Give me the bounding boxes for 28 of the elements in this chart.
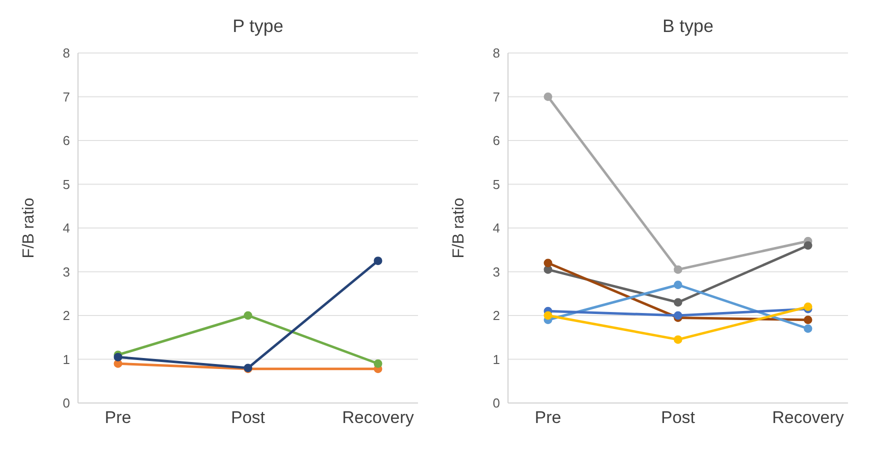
y-tick-label: 0 — [492, 396, 500, 411]
x-tick-label: Recovery — [342, 408, 414, 428]
y-tick-label: 4 — [492, 220, 500, 236]
y-tick-label: 6 — [62, 133, 70, 148]
y-tick-label: 8 — [62, 46, 70, 61]
x-tick-label: Post — [230, 408, 266, 428]
y-tick-label: 7 — [62, 89, 70, 104]
y-tick-label: 5 — [492, 176, 500, 192]
y-tick-label: 3 — [62, 264, 70, 280]
chart-title: B type — [661, 16, 715, 37]
y-axis-title: F/B ratio — [450, 198, 468, 258]
y-tick-label: 1 — [492, 352, 500, 367]
y-tick-label: 2 — [492, 308, 500, 324]
x-tick-label: Pre — [104, 408, 132, 428]
chart-title: P type — [232, 16, 284, 37]
y-tick-label: 5 — [62, 176, 70, 192]
y-tick-label: 3 — [492, 264, 500, 280]
y-tick-label: 2 — [62, 308, 70, 324]
x-tick-label: Recovery — [772, 408, 844, 428]
y-axis-title: F/B ratio — [20, 198, 38, 258]
y-tick-label: 1 — [62, 352, 70, 367]
y-tick-label: 0 — [62, 396, 70, 411]
x-tick-label: Post — [660, 408, 696, 428]
x-tick-label: Pre — [534, 408, 562, 428]
y-tick-label: 6 — [492, 133, 500, 148]
y-tick-label: 8 — [492, 46, 500, 61]
y-tick-label: 7 — [492, 89, 500, 104]
y-tick-label: 4 — [62, 220, 70, 236]
